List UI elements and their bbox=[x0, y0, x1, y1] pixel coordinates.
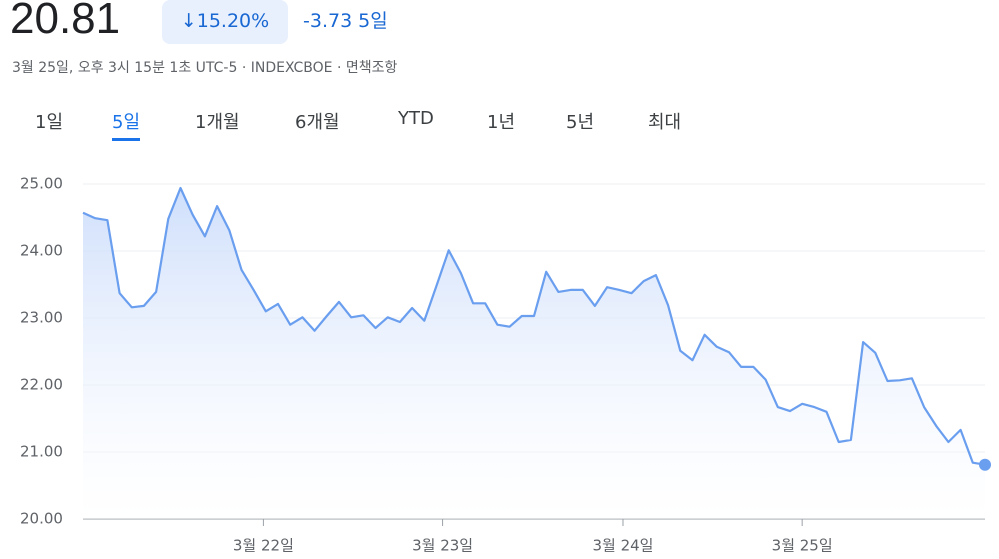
y-tick-label: 20.00 bbox=[20, 510, 63, 528]
range-tab[interactable]: 1일 bbox=[35, 112, 64, 133]
y-tick-label: 22.00 bbox=[20, 376, 63, 394]
change-period: 5일 bbox=[358, 10, 388, 32]
range-tab[interactable]: 6개월 bbox=[295, 112, 340, 133]
y-tick-label: 24.00 bbox=[20, 242, 63, 260]
change-badge: ↓15.20% bbox=[162, 0, 288, 44]
x-tick-label: 3월 22일 bbox=[233, 537, 294, 555]
last-point bbox=[979, 458, 991, 471]
range-tab[interactable]: 1년 bbox=[487, 112, 516, 133]
change-percent: 15.20% bbox=[196, 10, 270, 32]
subtitle: 3월 25일, 오후 3시 15분 1초 UTC-5 · INDEXCBOE ·… bbox=[12, 60, 398, 76]
change-value: -3.73 bbox=[303, 10, 353, 32]
area-fill bbox=[83, 188, 985, 519]
x-tick-label: 3월 25일 bbox=[772, 537, 833, 555]
range-tab[interactable]: 5년 bbox=[566, 112, 595, 133]
y-tick-label: 23.00 bbox=[20, 309, 63, 327]
range-tab[interactable]: YTD bbox=[398, 108, 434, 129]
range-tab[interactable]: 5일 bbox=[112, 108, 141, 141]
y-tick-label: 21.00 bbox=[20, 443, 63, 461]
x-tick-label: 3월 24일 bbox=[592, 537, 653, 555]
change: -3.73 5일 bbox=[303, 6, 394, 33]
range-tab[interactable]: 최대 bbox=[648, 112, 682, 133]
down-arrow: ↓ bbox=[180, 10, 197, 32]
range-tab[interactable]: 1개월 bbox=[195, 112, 240, 133]
price: 20.81 bbox=[10, 0, 121, 43]
price-line bbox=[82, 186, 986, 466]
y-tick-label: 25.00 bbox=[20, 175, 63, 193]
x-tick-label: 3월 23일 bbox=[412, 537, 473, 555]
